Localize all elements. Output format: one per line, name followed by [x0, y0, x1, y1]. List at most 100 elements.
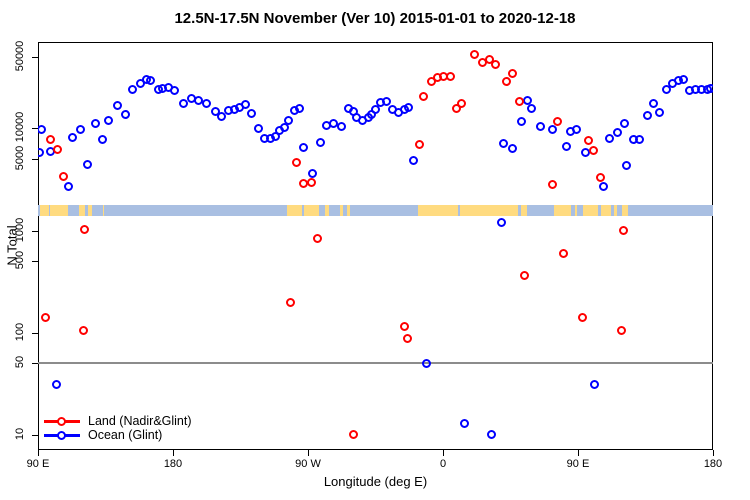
data-point-ocean [648, 98, 658, 108]
data-point-ocean [284, 115, 293, 125]
data-point-ocean [561, 141, 571, 151]
data-point-ocean [605, 133, 614, 143]
x-tick-mark [308, 450, 309, 456]
data-point-ocean [654, 108, 664, 118]
map-band-land-segment [50, 204, 68, 216]
data-point-ocean [240, 100, 250, 110]
map-band-land-segment [582, 204, 598, 216]
data-point-ocean [315, 137, 325, 147]
data-point-ocean [336, 122, 346, 132]
data-point-land [507, 68, 517, 78]
data-point-ocean [371, 104, 380, 114]
map-band-land-segment [575, 204, 577, 216]
data-point-ocean [38, 148, 44, 158]
map-band-land-segment [554, 204, 571, 216]
plot-area [38, 42, 713, 450]
data-point-ocean [254, 123, 263, 133]
legend-item-land: Land (Nadir&Glint) [44, 414, 192, 428]
data-point-land [41, 312, 50, 322]
x-tick-mark [713, 450, 714, 456]
x-tick-label: 90 E [26, 458, 50, 470]
data-point-land [426, 77, 436, 87]
map-band-land-segment [287, 204, 302, 216]
y-tick-mark [32, 159, 38, 161]
data-point-land [285, 298, 295, 308]
data-point-ocean [104, 115, 113, 125]
map-band-land-segment [78, 204, 85, 216]
data-point-ocean [642, 110, 652, 120]
map-band-land-segment [87, 204, 92, 216]
x-tick-label: 0 [439, 458, 447, 470]
data-point-ocean [678, 74, 688, 84]
data-point-ocean [294, 104, 304, 114]
x-tick-label: 90 E [566, 458, 590, 470]
plot-clip-region: Land (Nadir&Glint) Ocean (Glint) [38, 42, 713, 450]
y-tick-mark [32, 363, 38, 365]
data-point-land [501, 76, 511, 86]
data-point-ocean [612, 128, 622, 138]
data-point-ocean [38, 124, 46, 134]
legend: Land (Nadir&Glint) Ocean (Glint) [44, 414, 192, 442]
data-point-land [584, 135, 593, 145]
data-point-ocean [705, 83, 713, 93]
data-point-ocean [68, 133, 77, 143]
data-point-ocean [170, 86, 179, 96]
map-band-land-segment [324, 204, 329, 216]
data-point-ocean [536, 122, 545, 132]
data-point-ocean [216, 111, 226, 121]
data-point-ocean [527, 103, 536, 113]
legend-item-ocean: Ocean (Glint) [44, 428, 192, 442]
data-point-ocean [128, 84, 137, 94]
data-point-ocean [83, 160, 92, 170]
data-point-ocean [572, 124, 581, 134]
data-point-ocean [459, 418, 469, 428]
data-point-ocean [179, 99, 188, 109]
x-tick-label: 180 [703, 458, 723, 470]
data-point-ocean [497, 218, 506, 228]
data-point-land [402, 333, 412, 343]
data-point-land [548, 180, 557, 190]
map-band-ocean [38, 204, 713, 216]
data-point-land [419, 91, 428, 101]
data-point-land [491, 59, 500, 69]
data-point-ocean [381, 97, 391, 107]
data-point-land [291, 158, 301, 168]
data-point-ocean [422, 358, 431, 368]
x-tick-mark [443, 450, 444, 456]
data-point-ocean [620, 119, 629, 129]
data-point-ocean [146, 75, 155, 85]
data-point-ocean [113, 100, 122, 110]
data-point-ocean [507, 144, 517, 154]
data-point-ocean [599, 182, 608, 192]
data-point-ocean [90, 119, 100, 129]
data-point-ocean [98, 134, 107, 144]
reference-line-50 [38, 362, 713, 365]
data-point-ocean [590, 380, 599, 390]
x-tick-mark [38, 450, 39, 456]
data-point-land [446, 71, 455, 81]
data-point-ocean [404, 102, 413, 112]
y-tick-mark [32, 230, 38, 232]
data-point-land [617, 325, 626, 335]
data-point-land [399, 321, 409, 331]
data-point-ocean [63, 182, 73, 192]
data-point-land [45, 134, 55, 144]
data-point-land [348, 430, 358, 440]
map-band-land-segment [39, 204, 49, 216]
data-point-land [80, 224, 89, 234]
data-point-land [414, 140, 424, 150]
map-band-land-segment [614, 204, 617, 216]
data-point-land [578, 312, 587, 322]
data-point-ocean [120, 110, 130, 120]
data-point-ocean [279, 122, 289, 132]
y-tick-mark [32, 434, 38, 436]
map-band-land-segment [417, 204, 458, 216]
data-point-land [515, 97, 524, 107]
legend-label-land: Land (Nadir&Glint) [88, 414, 192, 428]
map-band-land-segment [600, 204, 611, 216]
map-band-land-segment [303, 204, 319, 216]
data-point-land [456, 98, 466, 108]
y-tick-label: 50000 [14, 40, 26, 72]
y-tick-mark [32, 128, 38, 130]
data-point-land [59, 171, 68, 181]
